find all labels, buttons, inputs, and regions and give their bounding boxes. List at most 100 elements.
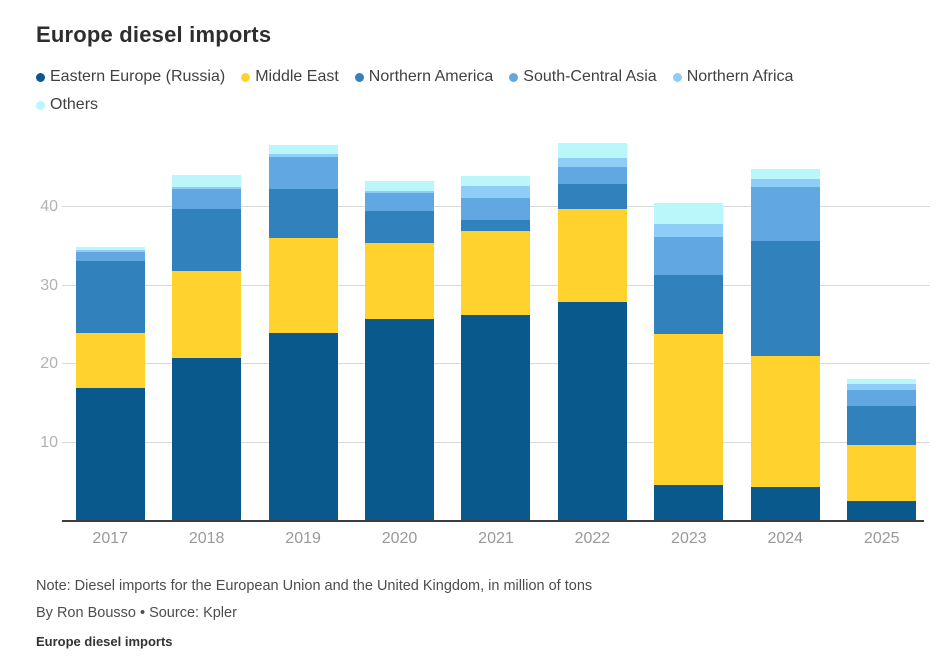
bar-2025 — [847, 378, 917, 521]
bar-slot-2020 — [351, 140, 447, 521]
chart-title: Europe diesel imports — [36, 22, 272, 47]
bar-segment — [557, 167, 627, 185]
bar-segment — [75, 387, 145, 521]
bar-2023 — [654, 203, 724, 521]
bar-2024 — [750, 169, 820, 521]
y-tick-label: 20 — [40, 355, 58, 372]
bar-segment — [557, 143, 627, 159]
x-label-2021: 2021 — [478, 530, 514, 547]
x-label-2022: 2022 — [574, 530, 611, 547]
bar-segment — [268, 145, 338, 155]
bar-segment — [847, 378, 917, 384]
bar-segment — [365, 192, 435, 211]
chart-body: 10 20 30 40 — [36, 140, 930, 522]
bar-segment — [172, 357, 242, 521]
legend-item: Middle East — [241, 68, 339, 86]
bar-segment — [461, 315, 531, 521]
bar-segment — [847, 389, 917, 407]
bar-segment — [557, 184, 627, 210]
legend-dot-icon — [672, 72, 682, 82]
y-axis: 10 20 30 40 — [36, 140, 58, 521]
bar-segment — [461, 185, 531, 199]
bar-segment — [75, 250, 145, 252]
bar-segment — [654, 484, 724, 521]
x-label-2024: 2024 — [767, 530, 804, 547]
bar-segment — [75, 251, 145, 262]
bar-segment — [268, 332, 338, 521]
bar-segment — [268, 156, 338, 189]
page: Europe diesel imports Eastern Europe (Ru… — [36, 22, 930, 649]
bar-2020 — [365, 181, 435, 521]
bar-segment — [750, 169, 820, 179]
bar-segment — [365, 243, 435, 320]
legend-row-1: Eastern Europe (Russia) Middle East Northe… — [36, 68, 930, 86]
bar-2017 — [75, 247, 145, 521]
bar-segment — [172, 174, 242, 187]
legend-dot-icon — [241, 72, 251, 82]
bar-segment — [461, 231, 531, 316]
bar-slot-2018 — [158, 140, 254, 521]
stacked-bar-chart: 10 20 30 40 2017 2018 2019 2020 2021 2022 2023 202… — [36, 140, 930, 548]
x-label-2020: 2020 — [381, 530, 418, 547]
bar-segment — [268, 188, 338, 239]
bar-segment — [654, 236, 724, 276]
bar-segment — [847, 500, 917, 521]
legend-item-label: Others — [50, 96, 99, 113]
bar-segment — [268, 238, 338, 333]
plot-area — [62, 140, 930, 522]
bar-segment — [654, 334, 724, 485]
x-label-2018: 2018 — [188, 530, 225, 547]
bar-2019 — [268, 145, 338, 521]
bar-2018 — [172, 174, 242, 521]
bar-segment — [172, 188, 242, 209]
bar-segment — [461, 198, 531, 220]
bar-slot-2023 — [641, 140, 737, 521]
legend-item-label: Middle East — [255, 68, 339, 85]
bar-slot-2022 — [544, 140, 640, 521]
legend-item: Northern America — [354, 68, 494, 86]
bar-segment — [750, 487, 820, 521]
bar-segment — [75, 247, 145, 251]
bar-segment — [268, 154, 338, 157]
legend-item: South-Central Asia — [509, 68, 657, 86]
legend-item-label: Eastern Europe (Russia) — [50, 68, 226, 85]
legend: Eastern Europe (Russia) Middle East Northe… — [36, 68, 930, 114]
y-tick-label: 40 — [40, 198, 58, 215]
footer-caption: Europe diesel imports — [36, 634, 173, 649]
legend-dot-icon — [509, 72, 519, 82]
y-tick-label: 30 — [40, 276, 58, 294]
x-axis-labels: 2017 2018 2019 2020 2021 2022 2023 2024 2025 — [62, 530, 930, 548]
bar-slot-2024 — [737, 140, 833, 521]
x-label-2023: 2023 — [671, 530, 707, 547]
bar-segment — [557, 158, 627, 167]
legend-item-label: Northern Africa — [686, 68, 794, 85]
bar-segment — [750, 178, 820, 188]
x-label-2019: 2019 — [285, 530, 321, 547]
bar-segment — [75, 261, 145, 334]
bar-segment — [750, 187, 820, 241]
footer: Note: Diesel imports for the European Un… — [36, 578, 930, 649]
legend-item-label: Northern America — [368, 68, 494, 85]
footnote: Note: Diesel imports for the European Un… — [36, 578, 593, 594]
bar-2021 — [461, 176, 531, 521]
bar-segment — [365, 319, 435, 521]
x-label-2017: 2017 — [92, 530, 129, 547]
bar-segment — [365, 210, 435, 244]
bar-2022 — [557, 143, 627, 521]
bar-slot-2017 — [62, 140, 158, 521]
bar-segment — [461, 219, 531, 232]
bar-segment — [847, 444, 917, 501]
legend-item-label: South-Central Asia — [523, 68, 657, 85]
bar-segment — [847, 406, 917, 445]
bar-segment — [172, 186, 242, 189]
bar-segment — [557, 209, 627, 302]
bar-segment — [365, 191, 435, 193]
bar-slot-2019 — [255, 140, 351, 521]
bar-segment — [557, 302, 627, 521]
byline: By Ron Bousso • Source: Kpler — [36, 605, 237, 621]
legend-dot-icon — [36, 100, 45, 110]
legend-row-2: Others — [36, 96, 930, 114]
bar-segment — [654, 224, 724, 237]
bars-container — [62, 140, 930, 521]
bar-slot-2021 — [448, 140, 544, 521]
